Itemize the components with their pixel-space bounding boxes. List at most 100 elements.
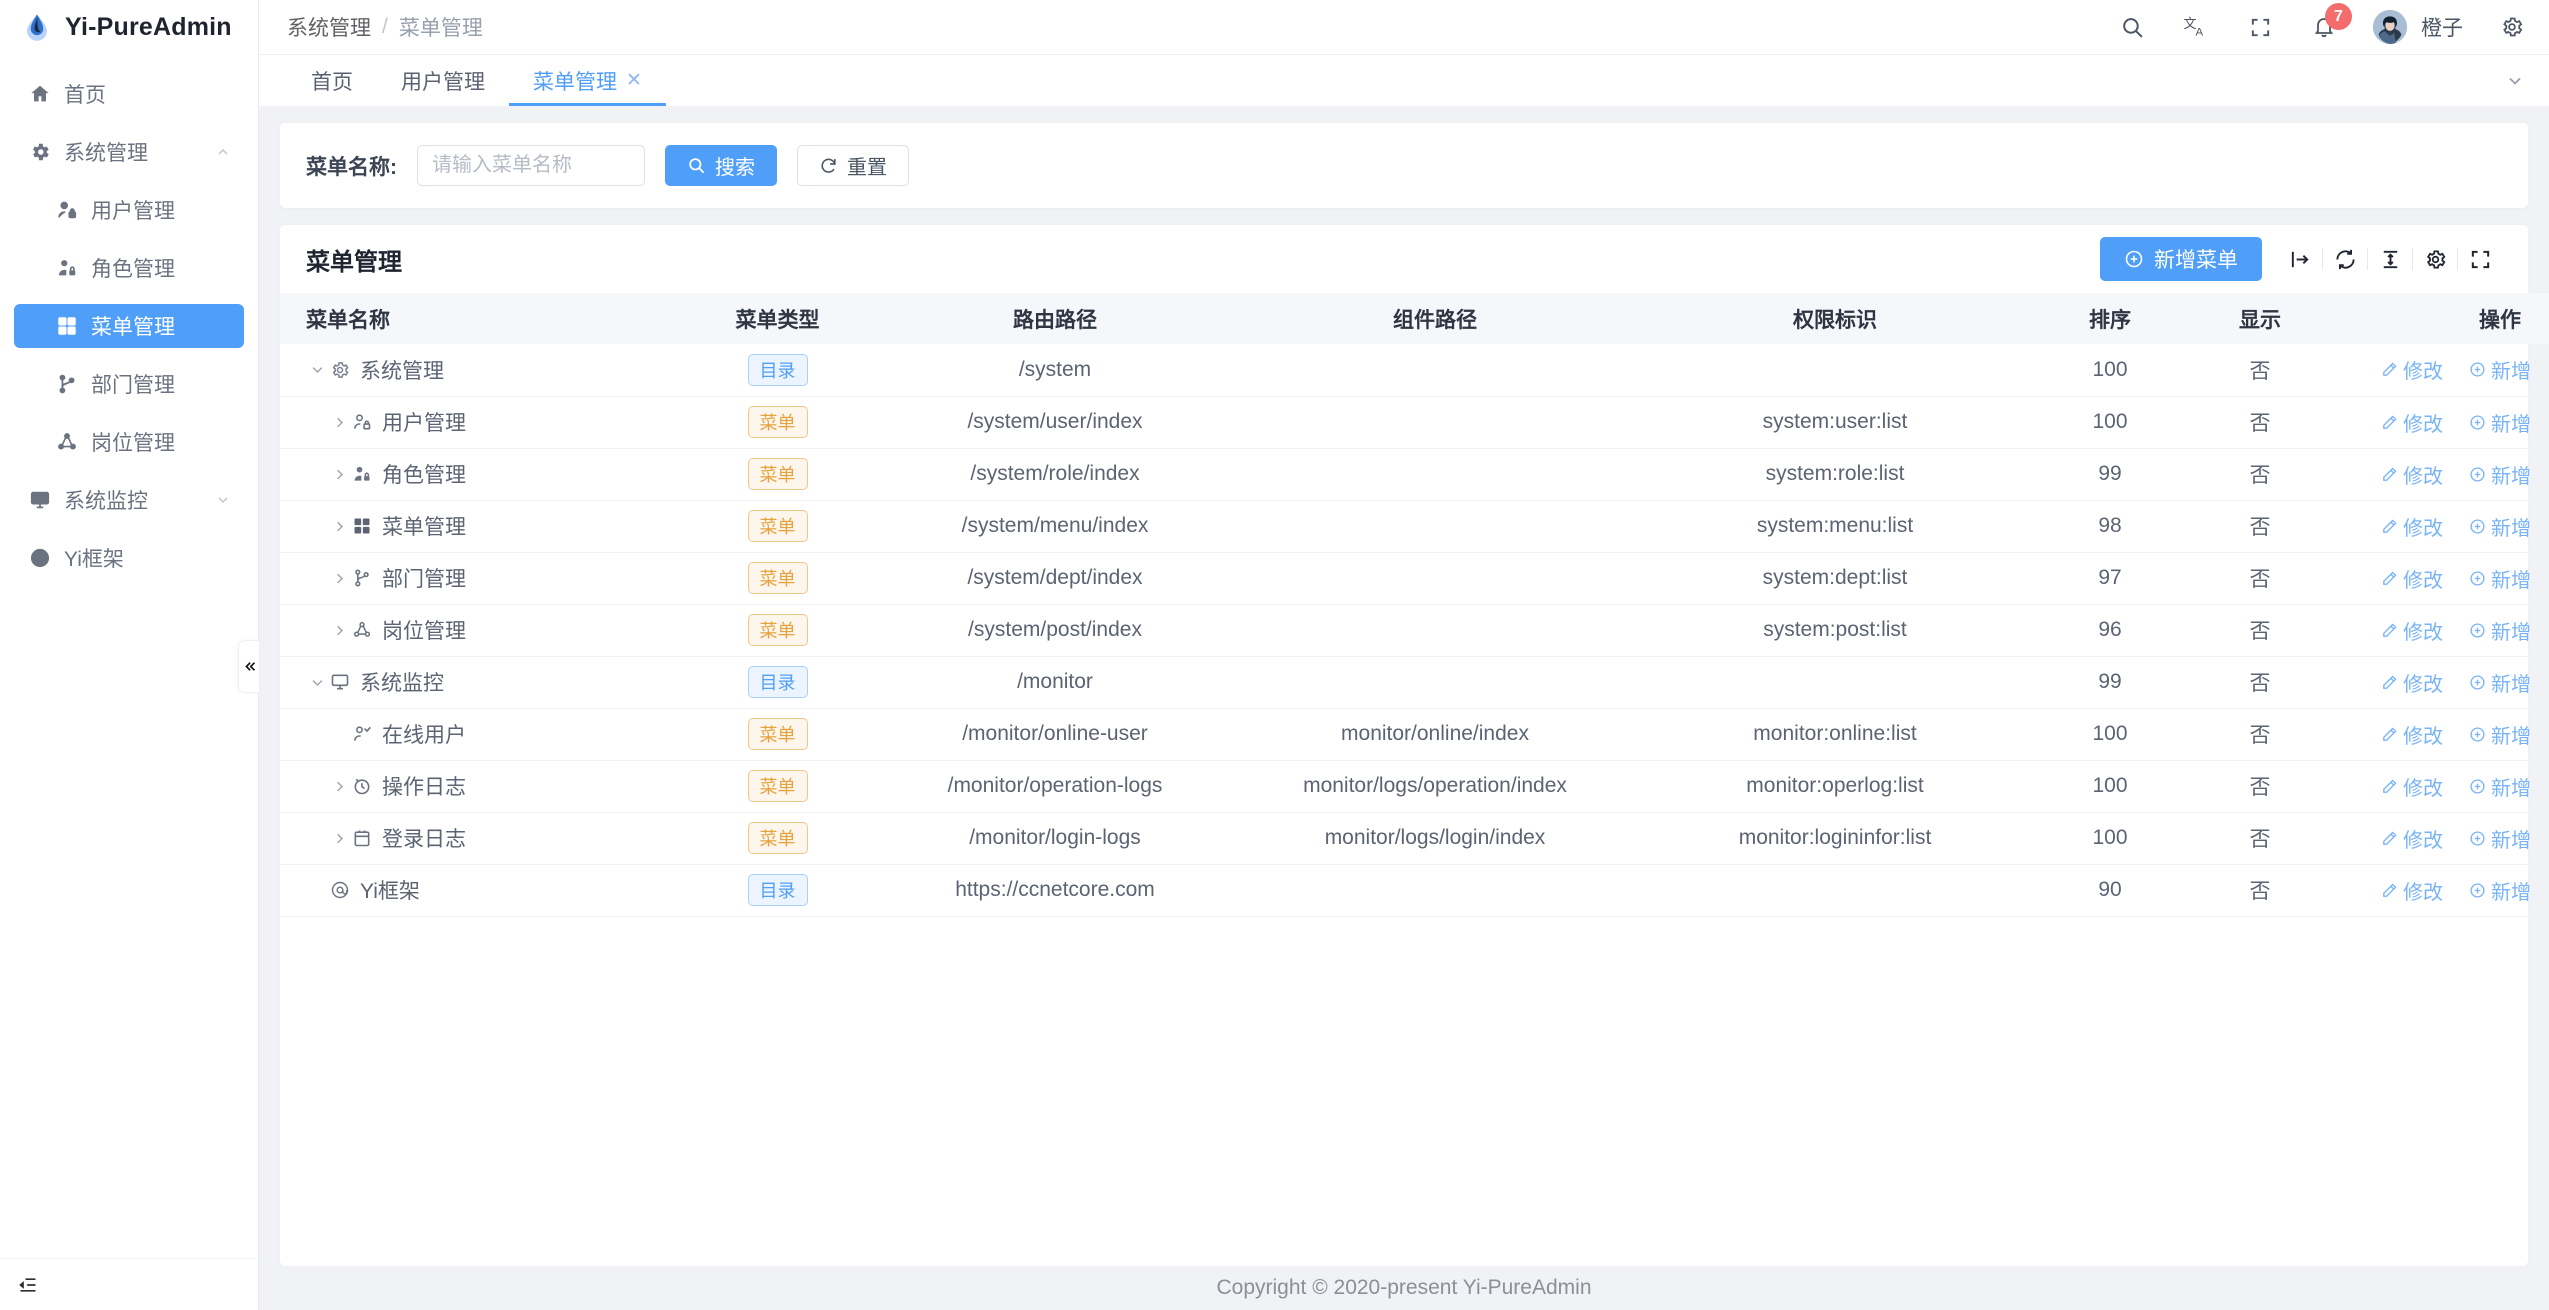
row-name-label: 菜单管理 [382, 516, 466, 539]
row-op-add[interactable]: 新增 [2469, 824, 2531, 853]
pencil-icon [2381, 830, 2398, 847]
table-row[interactable]: 部门管理 菜单 /system/dept/index system:dept:l… [280, 552, 2549, 605]
sidebar-item-role[interactable]: 角色管理 [14, 246, 244, 290]
table-row[interactable]: Yi框架 目录 https://ccnetcore.com 90 否 修改新增删… [280, 864, 2549, 917]
chevron-down-icon[interactable] [306, 362, 328, 377]
chevron-right-icon[interactable] [328, 415, 350, 430]
expand-all-icon[interactable] [2278, 239, 2322, 279]
sidebar-item-yiframework[interactable]: Yi框架 [14, 536, 244, 580]
add-menu-button[interactable]: 新增菜单 [2100, 237, 2262, 281]
settings-gear-icon[interactable] [2413, 239, 2457, 279]
breadcrumb-item-parent[interactable]: 系统管理 [287, 17, 371, 40]
toolbar-divider [2412, 248, 2413, 270]
row-op-add[interactable]: 新增 [2469, 355, 2531, 384]
settings-gear-icon[interactable] [2497, 12, 2527, 42]
search-input[interactable] [417, 145, 645, 186]
refresh-icon[interactable] [2323, 239, 2367, 279]
row-op-add[interactable]: 新增 [2469, 668, 2531, 697]
translate-icon[interactable]: 文 A [2181, 12, 2211, 42]
row-op-label: 新增 [2491, 569, 2531, 592]
chevron-right-icon[interactable] [328, 519, 350, 534]
breadcrumb-separator: / [382, 15, 388, 38]
sidebar-collapse-handle[interactable] [238, 640, 259, 693]
sidebar-item-label: 首页 [64, 84, 106, 107]
row-op-edit[interactable]: 修改 [2381, 616, 2443, 645]
row-op-add[interactable]: 新增 [2469, 408, 2531, 437]
sidebar-item-label: 部门管理 [91, 374, 175, 397]
sidebar-item-home[interactable]: 首页 [14, 72, 244, 116]
row-op-edit[interactable]: 修改 [2381, 460, 2443, 489]
reset-button[interactable]: 重置 [797, 145, 909, 186]
row-op-add[interactable]: 新增 [2469, 720, 2531, 749]
main-area: 系统管理 / 菜单管理 文 A 7 [259, 0, 2549, 1310]
row-op-add[interactable]: 新增 [2469, 460, 2531, 489]
col-header-type: 菜单类型 [680, 293, 875, 344]
user-menu[interactable]: 橙子 [2373, 10, 2463, 44]
sidebar-item-dept[interactable]: 部门管理 [14, 362, 244, 406]
cell-operations: 修改新增删除 [2335, 656, 2549, 709]
cell-sort: 98 [2035, 500, 2185, 553]
toolbar-divider [2367, 248, 2368, 270]
sidebar-item-system[interactable]: 系统管理 [14, 130, 244, 174]
chevron-right-icon[interactable] [328, 467, 350, 482]
close-icon[interactable]: ✕ [626, 70, 642, 91]
row-op-edit[interactable]: 修改 [2381, 512, 2443, 541]
table-row[interactable]: 系统管理 目录 /system 100 否 修改新增删除 [280, 344, 2549, 397]
row-op-edit[interactable]: 修改 [2381, 355, 2443, 384]
cell-type: 菜单 [680, 708, 875, 761]
row-op-label: 新增 [2491, 465, 2531, 488]
chevron-right-icon[interactable] [328, 779, 350, 794]
row-op-add[interactable]: 新增 [2469, 564, 2531, 593]
table-row[interactable]: 登录日志 菜单 /monitor/login-logs monitor/logs… [280, 812, 2549, 865]
sidebar-item-menu[interactable]: 菜单管理 [14, 304, 244, 348]
user-solid-lock-icon [54, 257, 80, 279]
row-op-add[interactable]: 新增 [2469, 772, 2531, 801]
table-row[interactable]: 菜单管理 菜单 /system/menu/index system:menu:l… [280, 500, 2549, 553]
row-op-edit[interactable]: 修改 [2381, 720, 2443, 749]
tab-menu-management[interactable]: 菜单管理 ✕ [509, 55, 666, 106]
chevron-down-icon[interactable] [306, 675, 328, 690]
row-op-add[interactable]: 新增 [2469, 512, 2531, 541]
table-row[interactable]: 岗位管理 菜单 /system/post/index system:post:l… [280, 604, 2549, 657]
table-row[interactable]: 角色管理 菜单 /system/role/index system:role:l… [280, 448, 2549, 501]
gear-icon [328, 360, 352, 380]
tab-overflow-button[interactable] [2505, 55, 2549, 106]
indent-decrease-icon[interactable] [18, 1275, 38, 1295]
tab-home[interactable]: 首页 [287, 55, 377, 106]
fullscreen-icon[interactable] [2245, 12, 2275, 42]
chevron-right-icon[interactable] [328, 831, 350, 846]
row-op-label: 修改 [2403, 621, 2443, 644]
fullscreen-icon[interactable] [2458, 239, 2502, 279]
chevron-right-icon[interactable] [328, 571, 350, 586]
tab-user-management[interactable]: 用户管理 [377, 55, 509, 106]
row-op-add[interactable]: 新增 [2469, 616, 2531, 645]
cell-component: monitor/logs/login/index [1235, 812, 1635, 865]
table-row[interactable]: 系统监控 目录 /monitor 99 否 修改新增删除 [280, 656, 2549, 709]
menu-type-tag: 菜单 [747, 406, 808, 438]
monitor-icon [328, 672, 352, 692]
sidebar-item-post[interactable]: 岗位管理 [14, 420, 244, 464]
row-op-edit[interactable]: 修改 [2381, 408, 2443, 437]
row-name-label: 岗位管理 [382, 620, 466, 643]
row-op-edit[interactable]: 修改 [2381, 668, 2443, 697]
pencil-icon [2381, 778, 2398, 795]
cell-component: monitor/online/index [1235, 708, 1635, 761]
row-op-edit[interactable]: 修改 [2381, 824, 2443, 853]
search-icon[interactable] [2117, 12, 2147, 42]
row-op-edit[interactable]: 修改 [2381, 876, 2443, 905]
density-icon[interactable] [2368, 239, 2412, 279]
search-button[interactable]: 搜索 [665, 145, 777, 186]
cell-operations: 修改新增删除 [2335, 760, 2549, 813]
row-op-edit[interactable]: 修改 [2381, 772, 2443, 801]
row-op-add[interactable]: 新增 [2469, 876, 2531, 905]
row-op-edit[interactable]: 修改 [2381, 564, 2443, 593]
bell-icon[interactable]: 7 [2309, 3, 2352, 42]
table-row[interactable]: 在线用户 菜单 /monitor/online-user monitor/onl… [280, 708, 2549, 761]
chevron-right-icon[interactable] [328, 623, 350, 638]
brand-logo[interactable]: Yi-PureAdmin [0, 0, 258, 54]
sidebar-item-monitor[interactable]: 系统监控 [14, 478, 244, 522]
table-row[interactable]: 操作日志 菜单 /monitor/operation-logs monitor/… [280, 760, 2549, 813]
sidebar-item-user[interactable]: 用户管理 [14, 188, 244, 232]
cell-visible: 否 [2185, 708, 2335, 761]
table-row[interactable]: 用户管理 菜单 /system/user/index system:user:l… [280, 396, 2549, 449]
